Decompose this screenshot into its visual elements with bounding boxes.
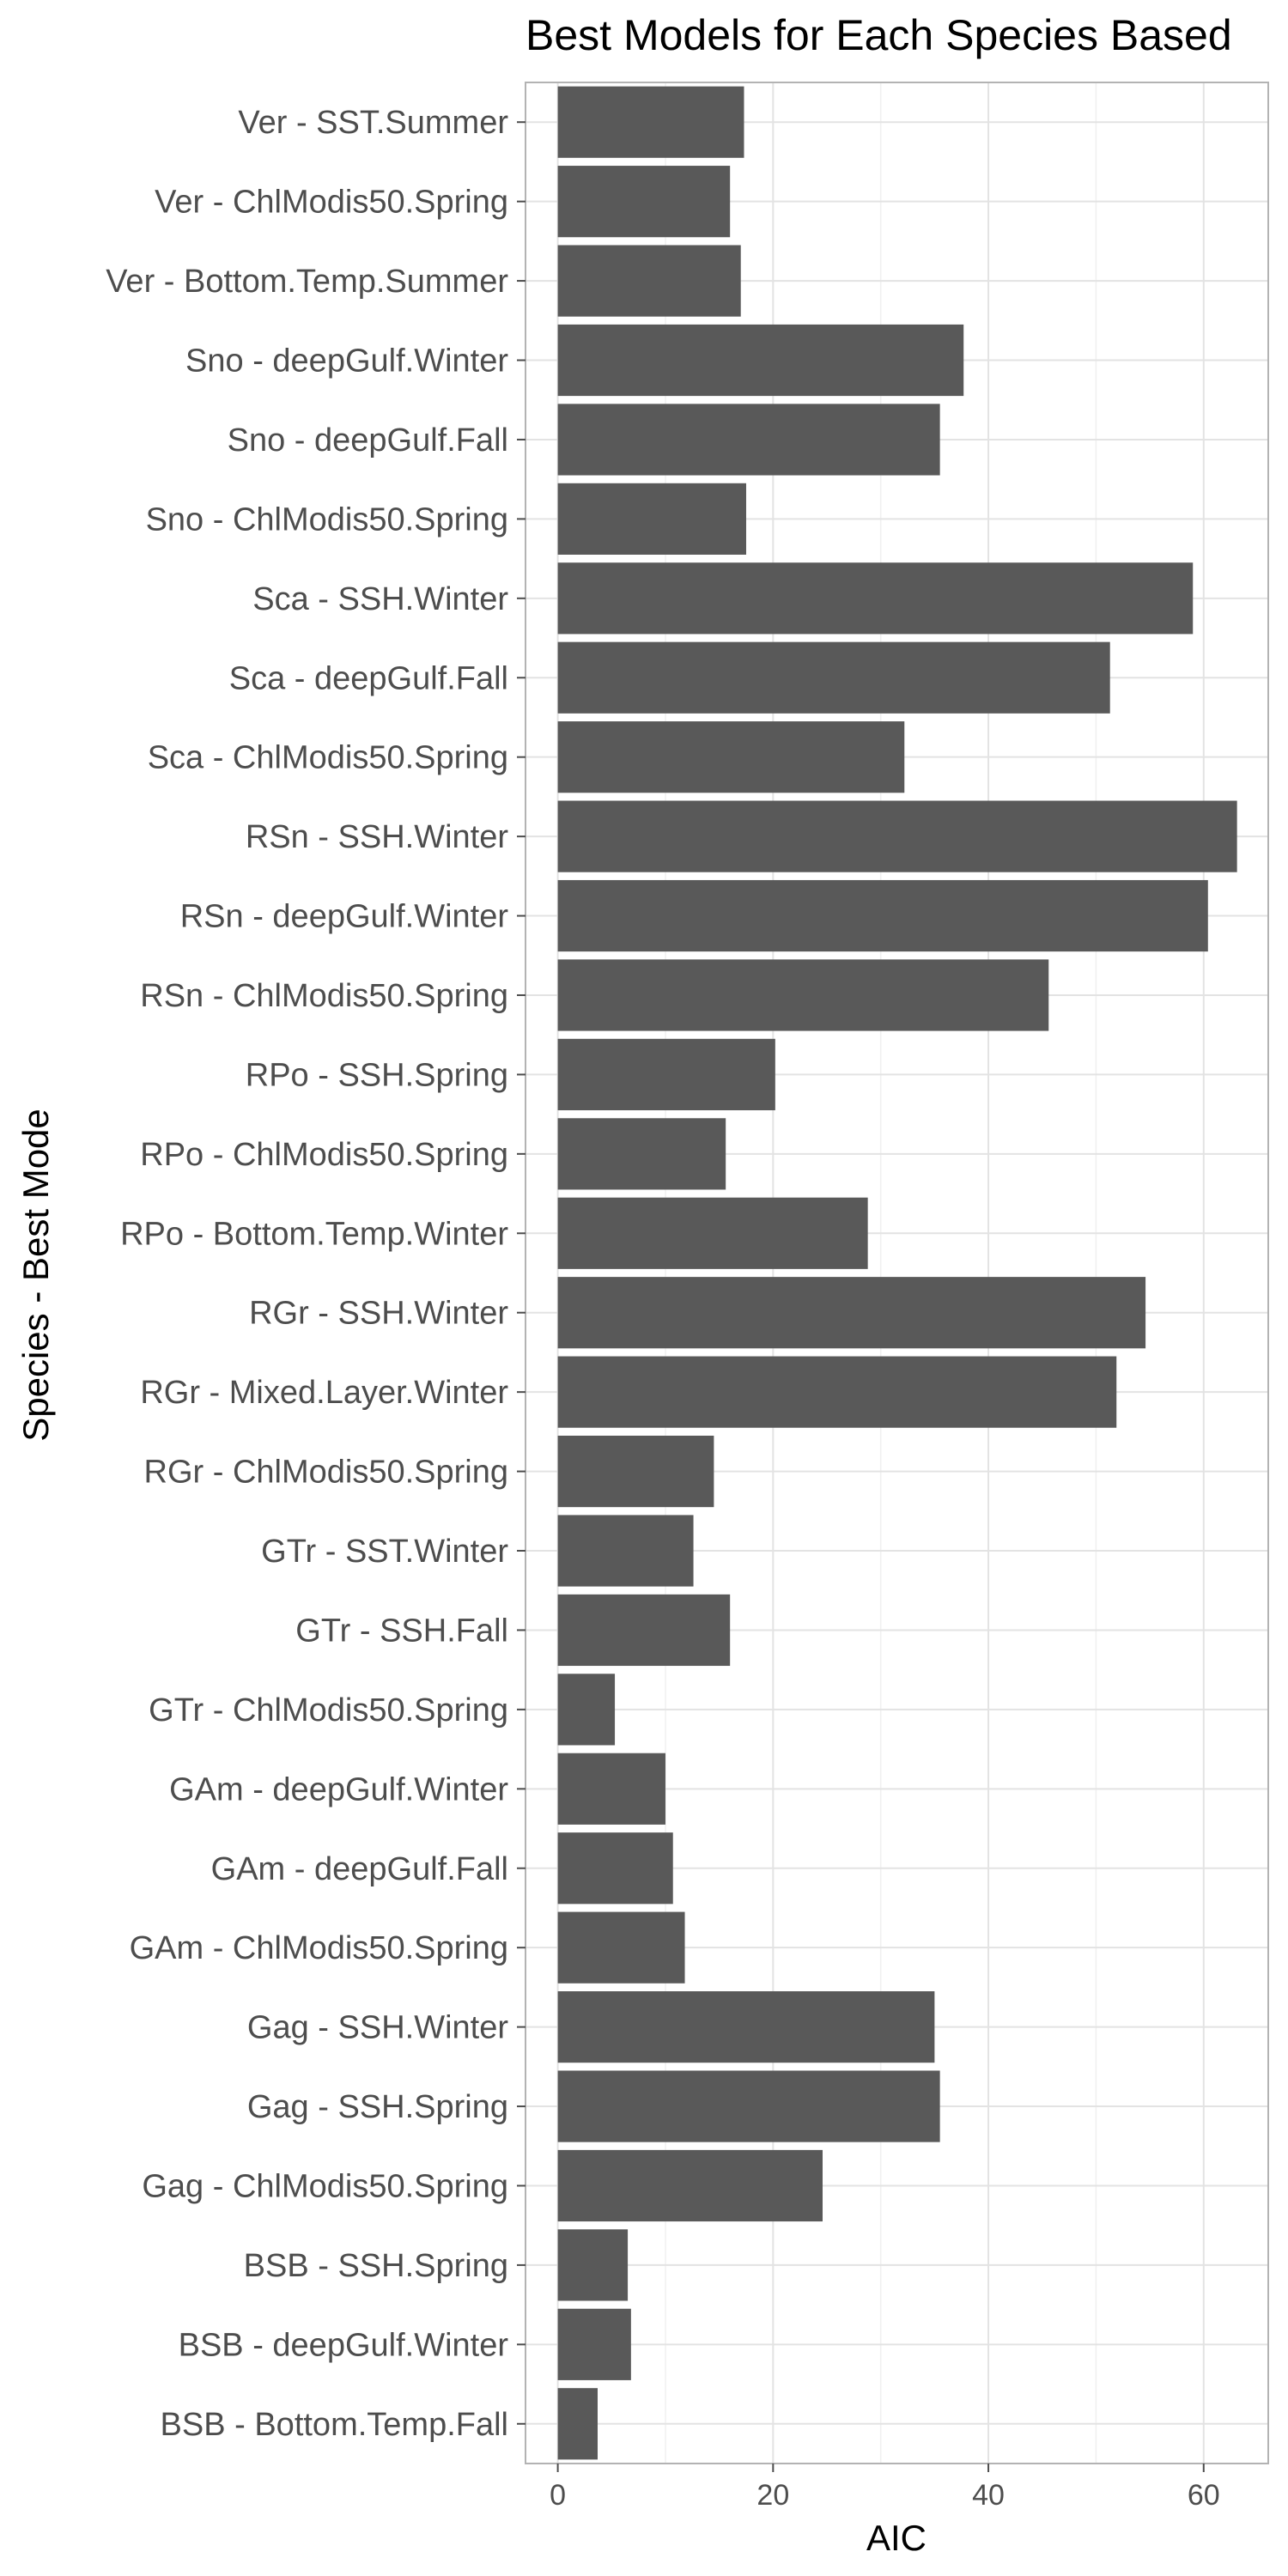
y-tick-labels: Ver - SST.Summer Ver - ChlModis50.Spring V… [106, 105, 526, 2443]
x-axis-title: AIC [866, 2518, 927, 2558]
bar [557, 800, 1237, 872]
y-tick-label: GAm - ChlModis50.Spring [130, 1930, 508, 1966]
y-axis-title: Species - Best Mode [15, 1109, 56, 1442]
y-tick-label: Ver - SST.Summer [238, 105, 508, 141]
bar [557, 1197, 868, 1269]
bar [557, 879, 1208, 952]
y-tick-label: RSn - SSH.Winter [246, 819, 509, 855]
bar [557, 86, 744, 158]
plot-background [526, 82, 1268, 2464]
y-tick-label: GTr - ChlModis50.Spring [149, 1692, 508, 1728]
bar [557, 1753, 665, 1825]
y-tick-label: RPo - ChlModis50.Spring [140, 1137, 508, 1173]
y-tick-label: Gag - ChlModis50.Spring [142, 2168, 508, 2204]
y-tick-label: BSB - Bottom.Temp.Fall [161, 2407, 508, 2443]
bar [557, 1515, 694, 1587]
bar [557, 562, 1194, 635]
y-tick-label: Sno - deepGulf.Fall [228, 422, 508, 459]
y-tick-label: Sca - ChlModis50.Spring [148, 740, 508, 776]
x-tick-label: 20 [756, 2479, 789, 2512]
y-tick-label: RSn - ChlModis50.Spring [140, 978, 508, 1014]
bar [557, 1038, 775, 1111]
bar [557, 404, 940, 476]
x-tick-label: 60 [1188, 2479, 1220, 2512]
y-tick-label: GTr - SSH.Fall [295, 1613, 508, 1649]
bar [557, 1832, 673, 1905]
bar [557, 2229, 629, 2301]
y-tick-label: Sca - deepGulf.Fall [229, 660, 508, 696]
bar [557, 1594, 731, 1667]
y-tick-label: RPo - Bottom.Temp.Winter [120, 1216, 508, 1252]
y-tick-label: Gag - SSH.Winter [247, 2010, 508, 2046]
bar [557, 324, 964, 397]
y-tick-label: Sca - SSH.Winter [252, 581, 508, 617]
chart-title: Best Models for Each Species Based [526, 11, 1232, 59]
bar [557, 245, 741, 317]
y-tick-label: Sno - deepGulf.Winter [185, 343, 508, 380]
y-tick-label: GAm - deepGulf.Fall [211, 1851, 508, 1887]
bar [557, 1911, 685, 1984]
x-tick-label: 40 [972, 2479, 1005, 2512]
y-tick-label: GAm - deepGulf.Winter [169, 1771, 508, 1807]
bars [557, 86, 1237, 2460]
bar [557, 1118, 726, 1190]
y-tick-label: Gag - SSH.Spring [247, 2089, 508, 2125]
bar [557, 483, 746, 555]
y-tick-label: RPo - SSH.Spring [246, 1057, 508, 1093]
bar [557, 2388, 598, 2460]
y-tick-label: BSB - deepGulf.Winter [179, 2327, 509, 2363]
y-tick-label: RSn - deepGulf.Winter [180, 899, 509, 935]
plot-border [525, 82, 1269, 2464]
bar [557, 2070, 940, 2142]
y-tick-label: Ver - ChlModis50.Spring [155, 185, 508, 221]
bar [557, 1674, 616, 1746]
bar [557, 721, 905, 793]
y-tick-label: RGr - ChlModis50.Spring [144, 1455, 508, 1491]
bar [557, 641, 1110, 714]
bar [557, 959, 1049, 1031]
y-tick-label: BSB - SSH.Spring [244, 2248, 508, 2284]
y-tick-label: RGr - Mixed.Layer.Winter [140, 1375, 508, 1411]
y-tick-label: GTr - SST.Winter [261, 1534, 508, 1570]
bar [557, 2149, 823, 2222]
x-tick-labels: 0 20 40 60 [550, 2464, 1220, 2512]
y-tick-label: Sno - ChlModis50.Spring [146, 501, 508, 538]
bar [557, 2308, 631, 2380]
bar [557, 1277, 1146, 1349]
y-tick-label: Ver - Bottom.Temp.Summer [106, 264, 508, 300]
bar [557, 1356, 1117, 1428]
bar [557, 166, 731, 238]
bar [557, 1435, 714, 1508]
bar [557, 1991, 935, 2063]
x-tick-label: 0 [550, 2479, 566, 2512]
y-tick-label: RGr - SSH.Winter [249, 1296, 508, 1332]
